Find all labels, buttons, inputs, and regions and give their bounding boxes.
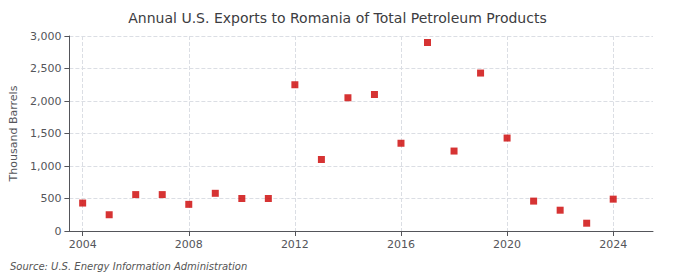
svg-text:500: 500 xyxy=(40,192,61,205)
svg-text:2012: 2012 xyxy=(281,238,309,251)
svg-text:Source: U.S. Energy Informatio: Source: U.S. Energy Information Administ… xyxy=(10,261,247,272)
svg-text:1,000: 1,000 xyxy=(30,160,62,173)
svg-text:2024: 2024 xyxy=(599,238,627,251)
svg-text:Annual U.S. Exports to Romania: Annual U.S. Exports to Romania of Total … xyxy=(128,10,546,26)
svg-text:2016: 2016 xyxy=(387,238,415,251)
svg-text:2004: 2004 xyxy=(69,238,97,251)
svg-text:2020: 2020 xyxy=(493,238,521,251)
svg-text:2,000: 2,000 xyxy=(30,95,62,108)
svg-text:3,000: 3,000 xyxy=(30,30,62,43)
svg-text:1,500: 1,500 xyxy=(30,127,62,140)
svg-text:Thousand Barrels: Thousand Barrels xyxy=(7,85,20,182)
svg-text:0: 0 xyxy=(54,225,61,238)
svg-text:2008: 2008 xyxy=(175,238,203,251)
svg-text:2,500: 2,500 xyxy=(30,62,62,75)
